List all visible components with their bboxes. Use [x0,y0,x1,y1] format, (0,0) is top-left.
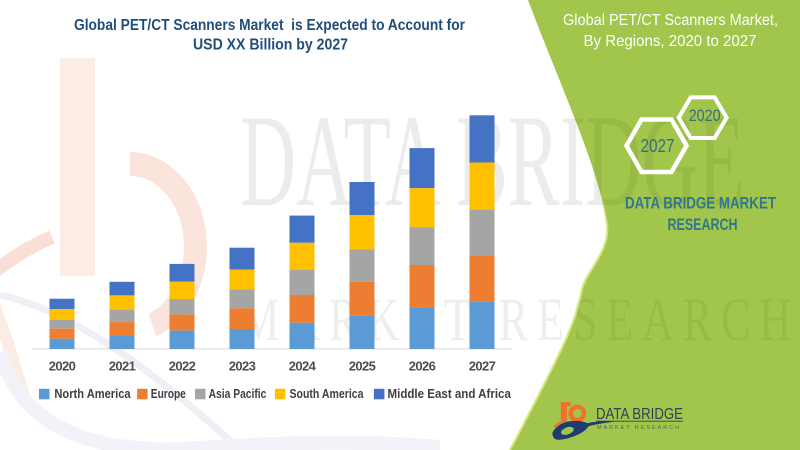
svg-text:DATA BRIDGE MARKET: DATA BRIDGE MARKET [625,194,776,213]
svg-text:By Regions, 2020 to 2027: By Regions, 2020 to 2027 [584,33,757,50]
svg-text:Middle East and Africa: Middle East and Africa [388,387,512,401]
svg-text:South America: South America [290,387,365,401]
svg-text:2021: 2021 [109,359,136,374]
svg-text:2024: 2024 [289,359,317,374]
svg-text:North America: North America [54,387,131,401]
svg-text:2027: 2027 [641,136,675,156]
svg-text:DATA BRIDGE: DATA BRIDGE [596,406,683,423]
svg-text:MARKET RESEARCH: MARKET RESEARCH [597,425,681,431]
svg-text:2020: 2020 [49,359,76,374]
svg-text:Asia Pacific: Asia Pacific [209,387,267,401]
svg-text:2023: 2023 [229,359,256,374]
svg-text:2025: 2025 [349,359,376,374]
svg-text:2027: 2027 [469,359,496,374]
svg-text:2022: 2022 [169,359,196,374]
svg-text:Global PET/CT Scanners Market,: Global PET/CT Scanners Market, [563,12,778,29]
svg-text:Europe: Europe [151,387,186,401]
svg-text:Global PET/CT Scanners Market: Global PET/CT Scanners Market is Expecte… [74,17,465,34]
svg-text:2020: 2020 [689,106,721,125]
svg-text:RESEARCH: RESEARCH [668,215,738,234]
svg-text:USD XX Billion by 2027: USD XX Billion by 2027 [193,37,348,54]
svg-text:2026: 2026 [409,359,436,374]
